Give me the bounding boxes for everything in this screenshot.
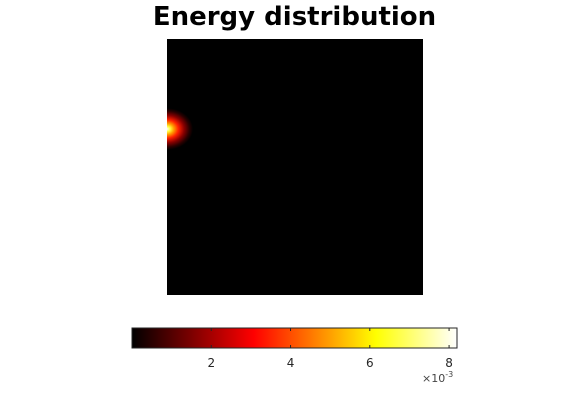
colorbar-tick-label: 4 bbox=[287, 356, 295, 370]
heatmap-image bbox=[167, 39, 423, 295]
colorbar-exponent-base: ×10 bbox=[422, 372, 446, 385]
colorbar-tick-label: 8 bbox=[445, 356, 453, 370]
colorbar-exponent-power: -3 bbox=[445, 370, 454, 379]
colorbar: 2 4 6 8 bbox=[131, 327, 458, 370]
chart-title: Energy distribution bbox=[152, 2, 437, 32]
colorbar-exponent-label: ×10-3 bbox=[422, 370, 454, 385]
colorbar-tick-label: 2 bbox=[207, 356, 215, 370]
energy-hotspot bbox=[167, 103, 193, 155]
colorbar-gradient bbox=[131, 327, 458, 349]
colorbar-tick-label: 6 bbox=[366, 356, 374, 370]
